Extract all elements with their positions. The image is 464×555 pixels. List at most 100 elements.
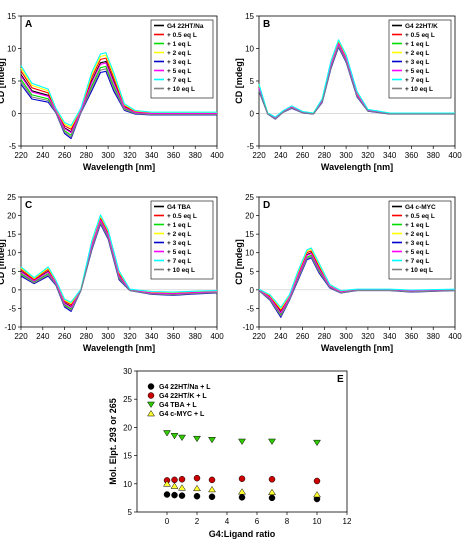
x-tick-label: 360 (167, 332, 181, 341)
x-tick-label: 300 (339, 332, 353, 341)
legend-entry: G4 c-MYC (405, 204, 436, 211)
data-point-3 (238, 488, 246, 495)
legend-entry: + 0.5 eq L (405, 32, 435, 39)
legend-marker (147, 383, 155, 390)
x-tick-label: 300 (101, 151, 115, 160)
y-tick-label: 15 (7, 230, 16, 239)
data-point-1 (171, 476, 178, 484)
y-tick-label: 0 (12, 110, 17, 119)
y-tick-label: -10 (4, 323, 16, 332)
y-tick-label: 25 (245, 193, 254, 202)
data-point-1 (268, 476, 276, 483)
legend-entry: + 2 eq L (405, 50, 429, 57)
data-point-3 (178, 484, 186, 491)
legend-entry: G4 c-MYC + L (159, 411, 205, 418)
y-tick-label: 0 (250, 286, 255, 295)
y-tick-label: 5 (250, 77, 255, 86)
x-tick-label: 240 (36, 151, 50, 160)
x-tick-label: 6 (255, 517, 260, 526)
y-tick-label: -5 (247, 142, 255, 151)
y-tick-label: -5 (9, 142, 17, 151)
series-line-6 (258, 39, 455, 118)
legend-entry: + 7 eq L (405, 77, 429, 84)
y-axis-label: CD [mdeg] (234, 58, 244, 104)
x-tick-label: 260 (58, 332, 72, 341)
x-axis-label: G4:Ligand ratio (209, 529, 276, 539)
legend-entry: + 10 eq L (167, 86, 195, 93)
x-tick-label: 260 (58, 151, 72, 160)
legend-entry: + 0.5 eq L (167, 32, 197, 39)
y-tick-label: 0 (12, 286, 17, 295)
x-tick-label: 320 (123, 332, 137, 341)
x-tick-label: 360 (405, 151, 419, 160)
panel-letter: B (263, 19, 270, 30)
legend-entry: + 1 eq L (405, 41, 429, 48)
y-tick-label: -5 (9, 304, 17, 313)
y-axis-label: Mol. Elpt. 293 or 265 (108, 398, 118, 485)
panel-letter: D (263, 200, 270, 211)
y-tick-label: 15 (123, 452, 132, 461)
legend-entry: + 5 eq L (405, 249, 429, 256)
x-tick-label: 400 (210, 151, 224, 160)
y-tick-label: 30 (123, 367, 132, 376)
data-point-2 (193, 435, 201, 443)
data-point-2 (178, 434, 186, 442)
x-tick-label: 400 (448, 332, 462, 341)
legend-entry: G4 22HT/K (405, 23, 438, 30)
data-point-3 (313, 491, 321, 498)
y-tick-label: -5 (247, 304, 255, 313)
y-tick-label: 15 (7, 12, 16, 21)
data-point-0 (208, 493, 216, 501)
x-tick-label: 8 (285, 517, 290, 526)
x-tick-label: 10 (313, 517, 322, 526)
y-tick-label: 20 (7, 212, 16, 221)
x-tick-label: 260 (296, 151, 310, 160)
x-tick-label: 12 (343, 517, 352, 526)
x-tick-label: 4 (225, 517, 230, 526)
y-tick-label: 20 (123, 423, 132, 432)
x-tick-label: 400 (448, 151, 462, 160)
x-tick-label: 280 (318, 151, 332, 160)
panel-letter: A (25, 19, 32, 30)
legend-entry: + 1 eq L (405, 222, 429, 229)
x-tick-label: 280 (318, 332, 332, 341)
legend-entry: + 7 eq L (167, 77, 191, 84)
data-point-0 (193, 492, 201, 500)
panel-a: 220 240 260 280 300 320 340 360 380 400 -5 0 5 10 15 Wa… (0, 12, 224, 172)
series-line-6 (258, 247, 456, 309)
legend-entry: + 2 eq L (167, 50, 191, 57)
legend-box (150, 200, 214, 280)
y-tick-label: 10 (245, 249, 254, 258)
legend-entry: + 10 eq L (167, 267, 195, 274)
y-tick-label: 5 (250, 267, 255, 276)
x-tick-label: 380 (427, 151, 441, 160)
x-tick-label: 280 (80, 332, 94, 341)
panel-letter: C (25, 200, 32, 211)
data-point-0 (268, 494, 276, 502)
data-point-2 (313, 439, 321, 447)
panel-b: 220 240 260 280 300 320 340 360 380 400 -5 0 5 10 15 Wa… (234, 12, 462, 172)
legend-marker (147, 392, 155, 399)
data-point-3 (163, 480, 171, 487)
x-tick-label: 2 (195, 517, 200, 526)
legend-entry: + 5 eq L (405, 68, 429, 75)
series-line-7 (258, 256, 456, 317)
legend-entry: G4 TBA (167, 204, 191, 211)
data-point-0 (238, 494, 246, 501)
x-tick-label: 220 (14, 332, 28, 341)
x-tick-label: 380 (189, 332, 203, 341)
data-point-3 (193, 484, 201, 492)
x-tick-label: 320 (123, 151, 137, 160)
panel-c: 220 240 260 280 300 320 340 360 380 400 -10 -5 0 5 10 1… (0, 193, 224, 353)
data-point-2 (238, 438, 246, 445)
legend-entry: + 3 eq L (167, 240, 191, 247)
x-tick-label: 360 (167, 151, 181, 160)
x-axis-label: Wavelength [nm] (83, 343, 155, 353)
y-axis-label: CD [mdeg] (234, 239, 244, 285)
y-tick-label: 5 (128, 508, 133, 517)
x-tick-label: 240 (274, 332, 288, 341)
legend-entry: + 0.5 eq L (405, 213, 435, 220)
legend-entry: + 10 eq L (405, 86, 433, 93)
data-point-3 (268, 488, 276, 496)
